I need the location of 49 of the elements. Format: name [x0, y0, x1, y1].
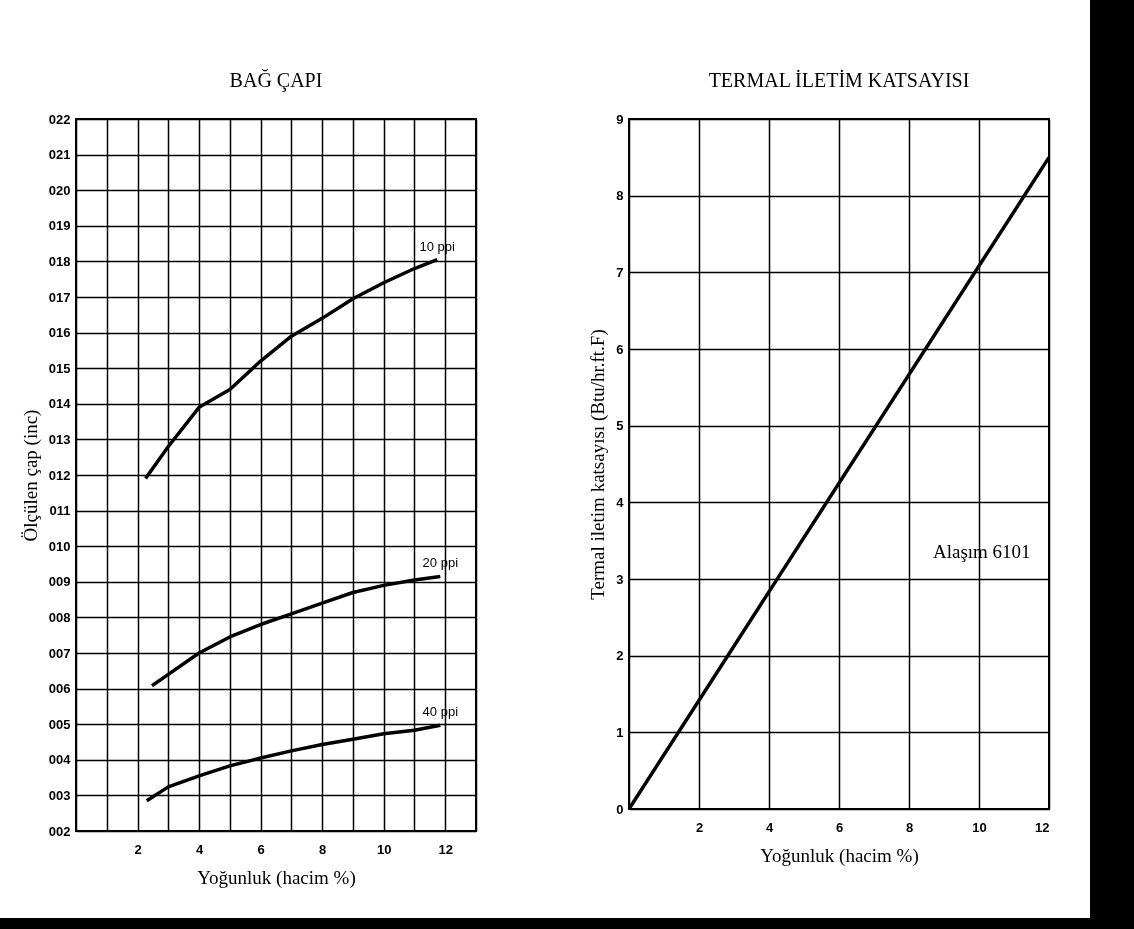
y-tick-label: 003: [48, 787, 71, 803]
x-tick-label: 8: [905, 819, 914, 835]
x-axis-title: Yoğunluk (hacim %): [197, 866, 356, 889]
x-tick-label: 12: [438, 841, 453, 857]
x-tick-label: 2: [134, 841, 142, 857]
y-tick-label: 007: [48, 645, 71, 661]
y-tick-label: 012: [48, 467, 71, 483]
y-tick-label: 016: [48, 325, 71, 341]
y-tick-label: 021: [48, 147, 71, 163]
x-tick-label: 12: [1035, 819, 1050, 835]
x-tick-label: 2: [695, 819, 704, 835]
x-tick-label: 6: [257, 841, 265, 857]
y-tick-label: 022: [48, 111, 71, 127]
y-tick-label: 0: [616, 801, 624, 817]
y-tick-label: 018: [48, 253, 71, 269]
y-tick-label: 8: [616, 188, 624, 204]
y-tick-label: 014: [48, 396, 72, 412]
x-tick-label: 10: [376, 841, 392, 857]
x-tick-label: 4: [195, 841, 204, 857]
x-tick-label: 6: [835, 819, 844, 835]
y-tick-label: 009: [48, 574, 71, 590]
y-tick-label: 5: [616, 418, 624, 434]
chart-title: TERMAL İLETİM KATSAYISI: [708, 69, 970, 91]
y-tick-label: 2: [616, 648, 624, 664]
y-tick-label: 019: [48, 218, 71, 234]
y-tick-label: 3: [616, 571, 624, 587]
x-axis-title: Yoğunluk (hacim %): [760, 844, 919, 867]
y-tick-label: 9: [616, 111, 624, 127]
y-tick-label: 006: [48, 681, 71, 697]
y-tick-label: 4: [616, 494, 625, 510]
y-tick-label: 6: [616, 341, 624, 357]
y-tick-label: 002: [48, 823, 71, 839]
y-axis-title: Termal iletim katsayısı (Btu/hr.ft.F): [587, 329, 610, 600]
y-tick-label: 013: [48, 431, 71, 447]
chart-title: BAĞ ÇAPI: [229, 69, 323, 92]
y-tick-label: 004: [48, 752, 72, 768]
x-tick-label: 10: [972, 819, 987, 835]
x-tick-label: 8: [319, 841, 327, 857]
y-tick-label: 015: [48, 360, 71, 376]
y-tick-label: 005: [48, 716, 71, 732]
y-tick-label: 011: [49, 503, 71, 519]
y-tick-label: 010: [48, 538, 71, 554]
y-tick-label: 008: [48, 609, 71, 625]
x-tick-label: 4: [765, 819, 774, 835]
y-tick-label: 7: [616, 264, 624, 280]
y-tick-label: 017: [48, 289, 71, 305]
y-tick-label: 1: [616, 724, 624, 740]
y-axis-title: Ölçülen çap (inc): [19, 409, 42, 542]
y-tick-label: 020: [48, 182, 71, 198]
